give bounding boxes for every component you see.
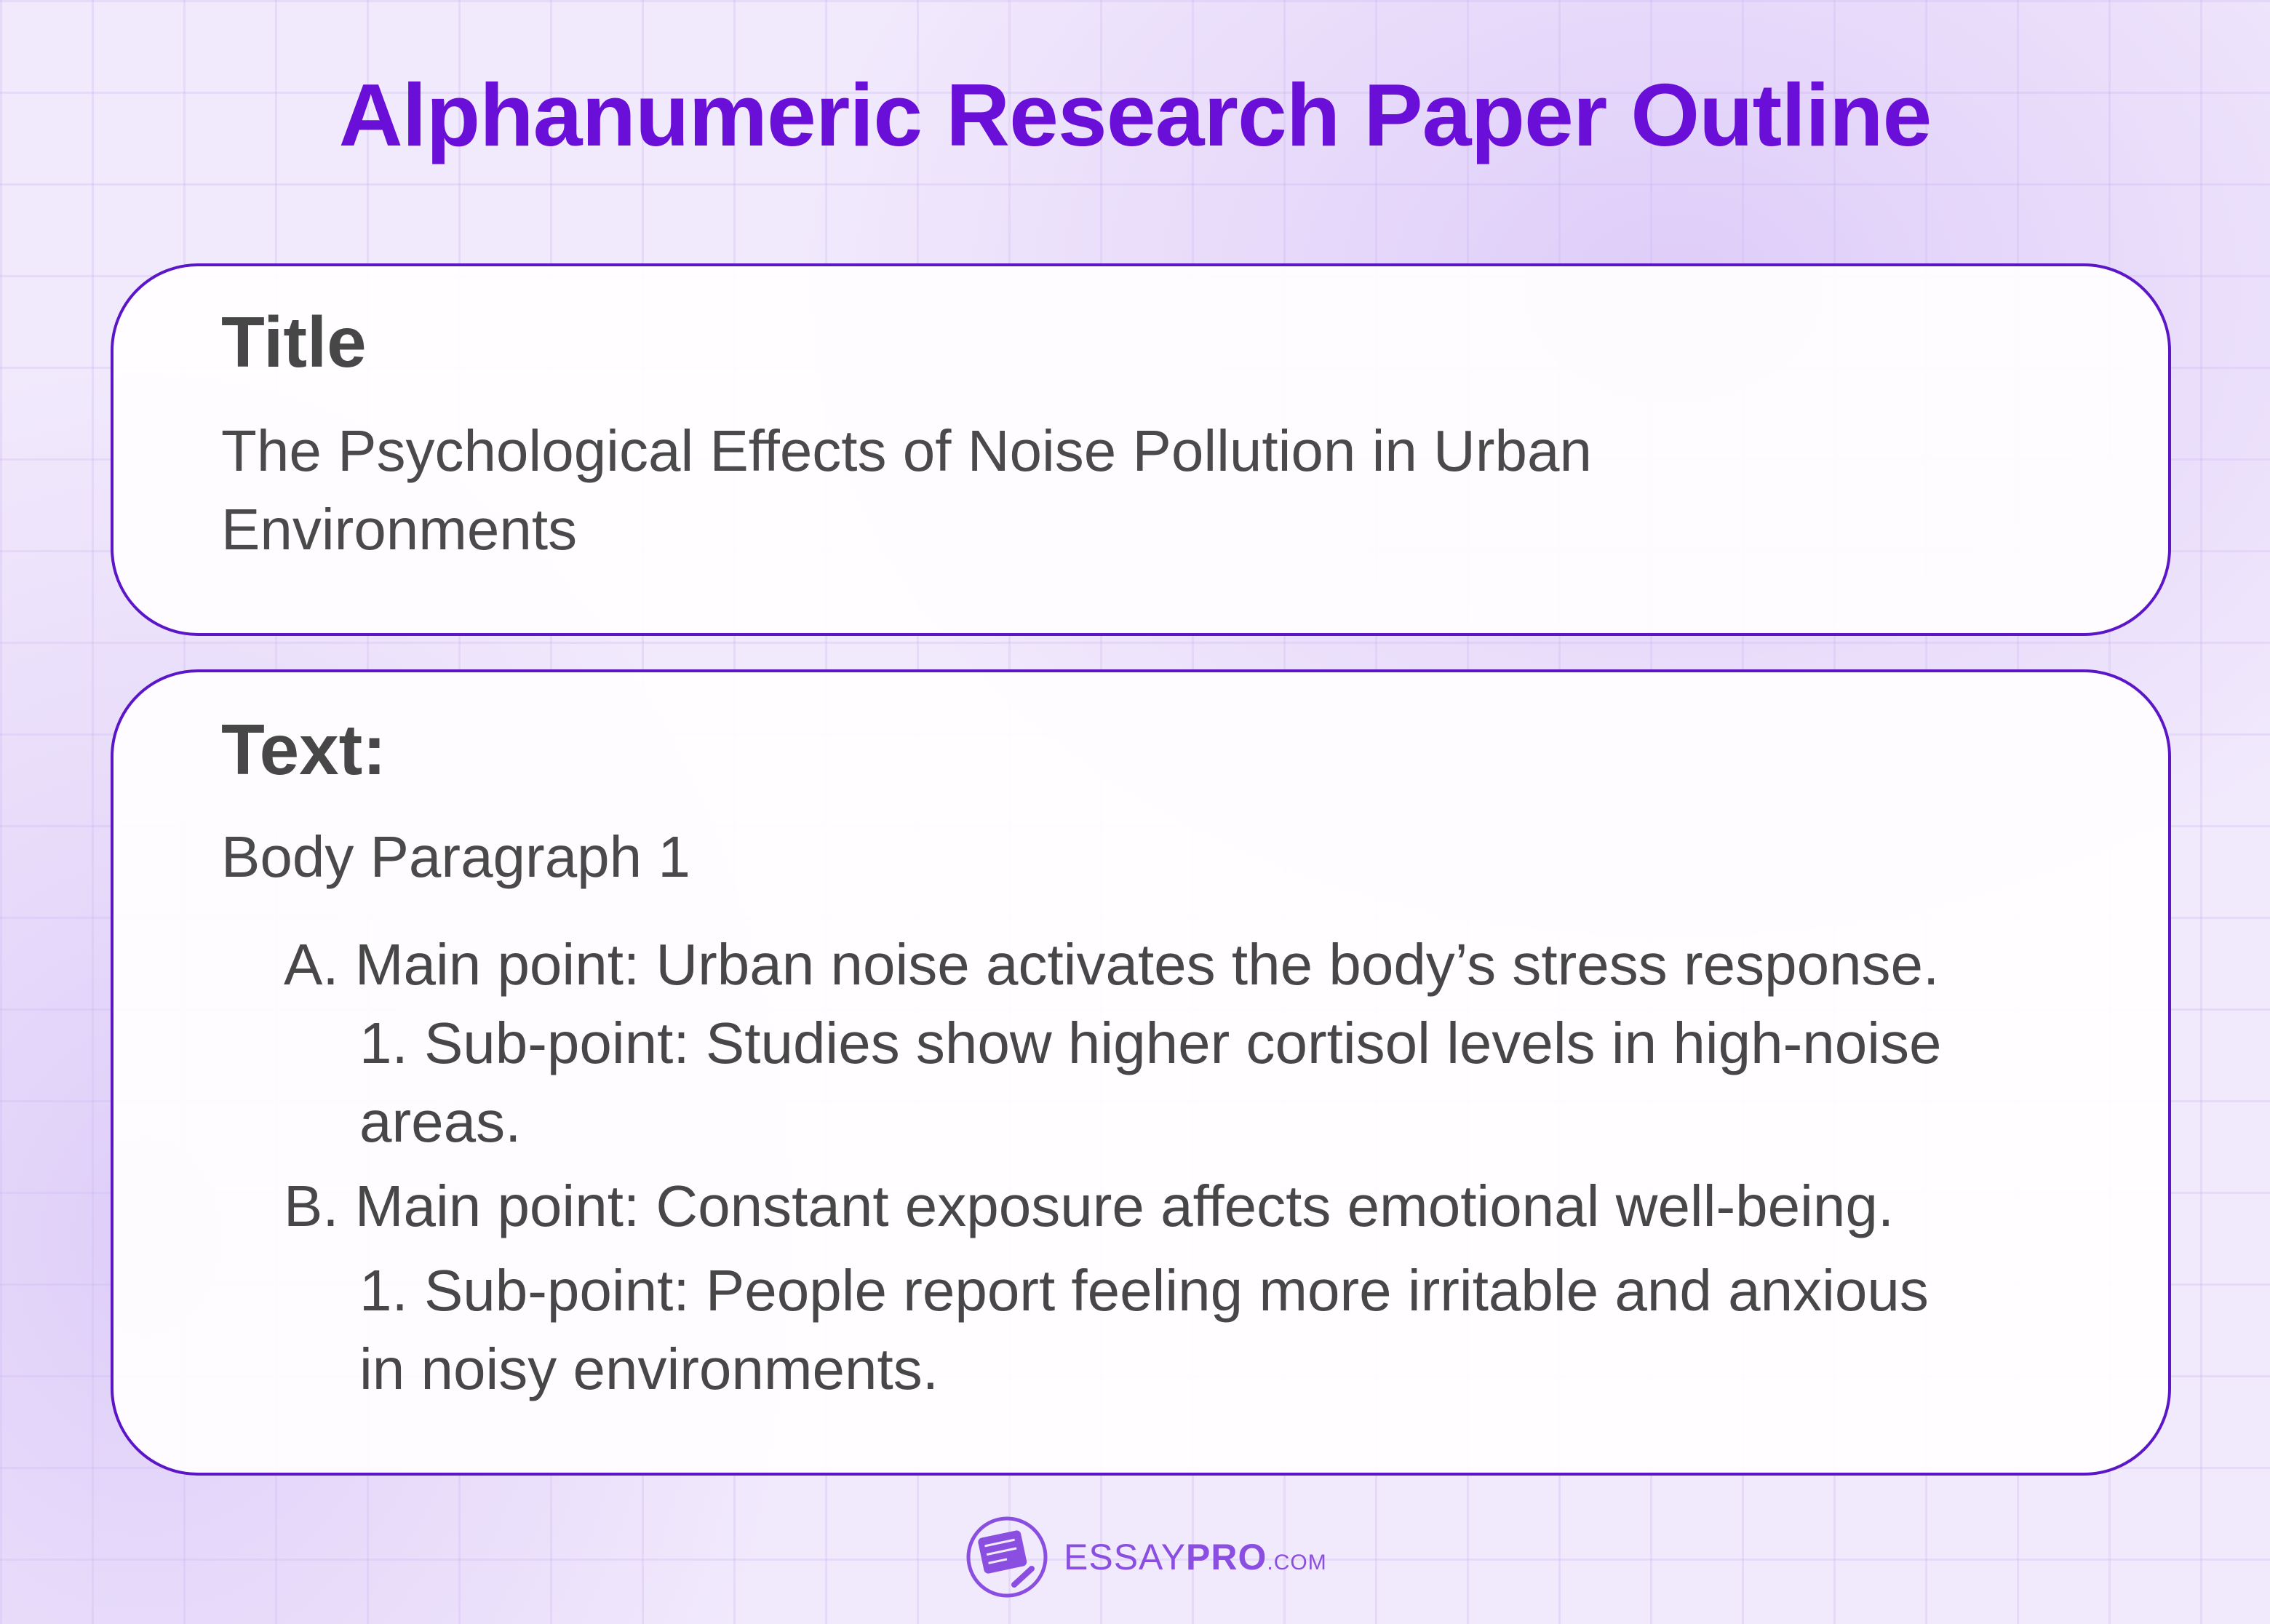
main-point-b: B. Main point: Constant exposure affects… [284,1174,1895,1238]
title-card: Title The Psychological Effects of Noise… [111,263,2171,636]
main-point-a: A. Main point: Urban noise activates the… [284,932,1940,997]
text-card-label: Text: [221,709,386,789]
title-card-label: Title [221,302,367,382]
logo-text: ESSAYPRO.COM [1064,1536,1327,1578]
logo-pro: PRO [1186,1537,1267,1577]
section-heading: Body Paragraph 1 [221,824,690,889]
sub-point-b1: 1. Sub-point: People report feeling more… [359,1258,1929,1323]
sub-point-a1: 1. Sub-point: Studies show higher cortis… [359,1011,1942,1075]
notepad-pencil-icon [966,1516,1048,1598]
title-card-text: The Psychological Effects of Noise Pollu… [221,418,1592,562]
logo-essay: ESSAY [1064,1537,1187,1577]
page-title: Alphanumeric Research Paper Outline [338,65,1932,164]
text-card: Text: Body Paragraph 1 A. Main point: Ur… [111,669,2171,1476]
sub-point-a1-cont: areas. [359,1089,522,1154]
sub-point-b1-cont: in noisy environments. [359,1337,939,1401]
essaypro-logo: ESSAYPRO.COM [965,1515,1327,1599]
logo-com: .COM [1267,1551,1327,1575]
